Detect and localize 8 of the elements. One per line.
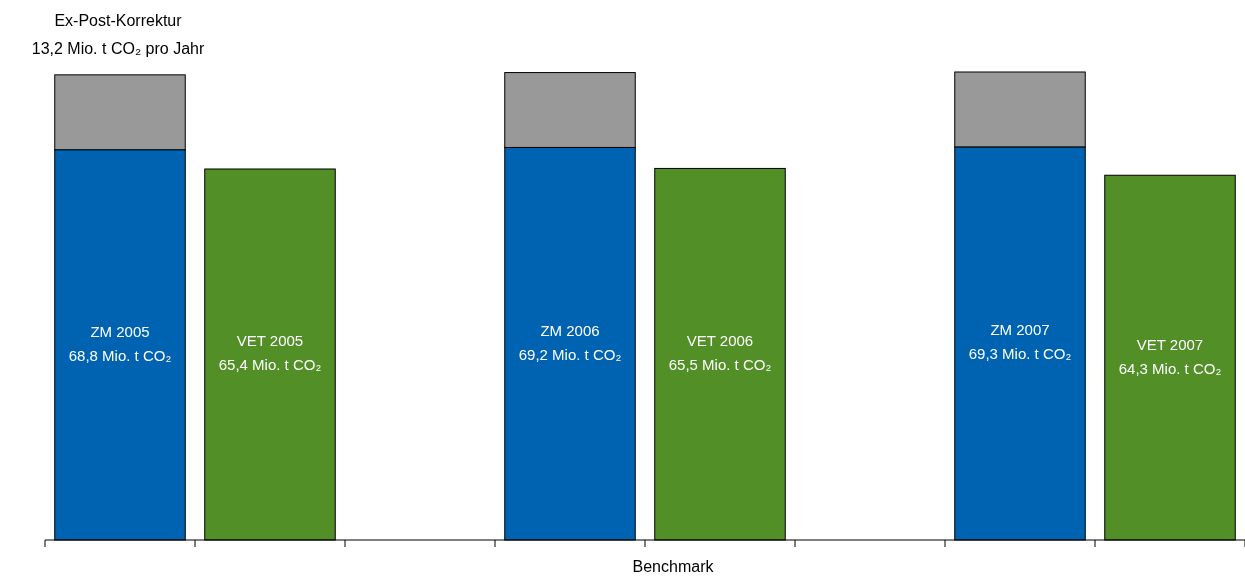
data-label: ZM 2007 69,3 Mio. t CO₂ [968,321,1072,363]
x-axis-title: Benchmark [632,558,715,575]
text: Ex-Post-Korrektur 13,2 Mio. t CO₂ pro Jahr [31,12,205,58]
data-label: VET 2006 65,5 Mio. t CO₂ [668,332,772,374]
data-label: ZM 2005 68,8 Mio. t CO₂ [68,322,172,364]
data-label: VET 2005 65,4 Mio. t CO₂ [218,332,322,374]
data-label: VET 2007 64,3 Mio. t CO₂ [1118,335,1222,377]
data-label: ZM 2006 69,2 Mio. t CO₂ [518,321,622,363]
